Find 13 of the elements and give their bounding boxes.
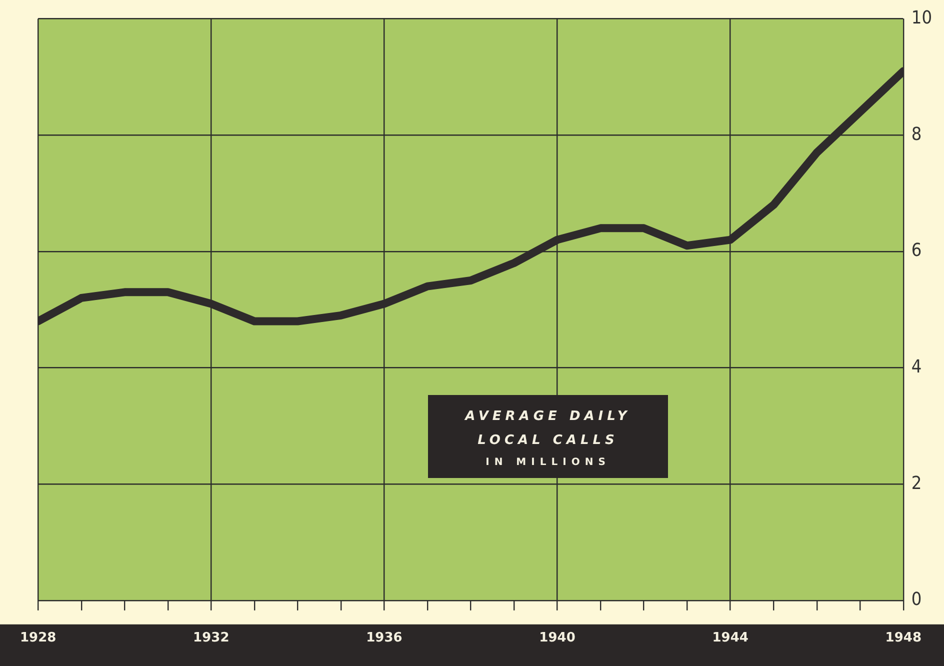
y-tick-label: 2 [911,472,922,494]
y-tick-label: 6 [911,240,922,262]
caption-box: AVERAGE DAILY LOCAL CALLS IN MILLIONS [428,395,668,478]
x-tick-label: 1940 [539,630,576,646]
y-tick-label: 4 [911,356,922,378]
x-tick-label: 1948 [885,630,922,646]
y-tick-label: 0 [911,589,922,610]
y-tick-label: 8 [911,124,922,145]
x-tick-label: 1944 [712,630,748,646]
y-tick-label: 10 [911,7,932,28]
x-tick-label: 1936 [366,630,402,646]
x-tick-label: 1932 [193,630,230,646]
x-tick-label: 1928 [20,630,56,646]
